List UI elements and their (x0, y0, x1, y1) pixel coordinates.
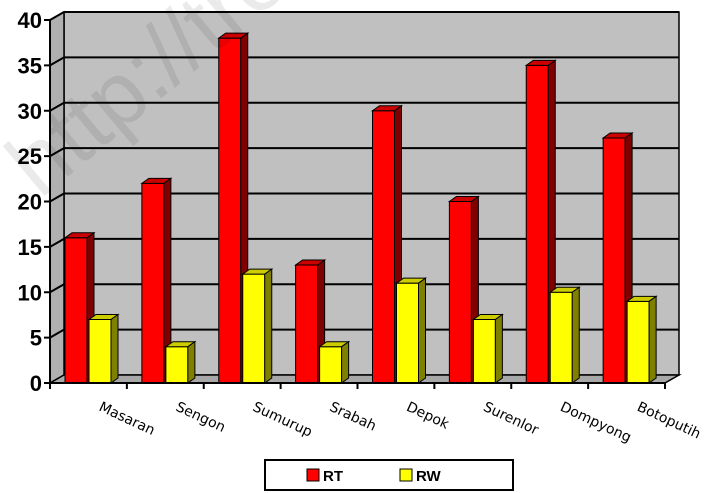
bar-rw-depok (394, 277, 428, 384)
legend-item-rt: RT (306, 468, 343, 485)
y-tick-label: 25 (18, 144, 42, 169)
legend-item-rw: RW (399, 468, 442, 485)
bars-group (63, 32, 658, 384)
x-tick-label: Srabah (327, 399, 379, 434)
y-tick-label: 10 (18, 280, 42, 305)
x-tick-label: Sengon (173, 399, 228, 436)
legend-label: RT (323, 468, 343, 485)
y-tick-label: 20 (18, 190, 42, 215)
x-tick-label: Masaran (96, 399, 157, 439)
legend-swatch (399, 468, 413, 482)
bar-rw-dompyong (548, 286, 581, 384)
bar-rw-srabah (318, 340, 351, 384)
gridline (49, 56, 679, 67)
y-tick-label: 30 (18, 99, 42, 124)
x-tick-label: Dompyong (558, 399, 634, 446)
bar-rw-sengon (164, 340, 197, 384)
bar-rw-masaran (87, 313, 120, 384)
bar-rt-sengon (140, 177, 173, 384)
x-tick-labels: Masaran Sengon Sumurup Srabah Depok Surenlor D… (96, 399, 703, 446)
y-tick-label: 15 (18, 235, 42, 260)
legend-swatch (306, 468, 320, 482)
axes (44, 19, 666, 389)
gridline (49, 11, 679, 21)
y-tick-label: 35 (18, 53, 42, 78)
gridline (49, 192, 679, 203)
x-tick-label: Sumurup (250, 399, 315, 441)
gridline (49, 101, 679, 112)
bar-rw-sumurup (241, 268, 274, 384)
y-tick-label: 40 (18, 8, 42, 33)
legend-label: RW (416, 468, 442, 485)
y-tick-labels: 0 5 10 15 20 25 30 35 40 (18, 8, 42, 396)
x-tick-label: Depok (404, 399, 452, 433)
x-tick-label: Botoputih (634, 399, 703, 442)
y-tick-label: 5 (30, 326, 42, 351)
y-tick-label: 0 (30, 371, 42, 396)
gridline (49, 147, 679, 157)
legend: RT RW (264, 459, 514, 491)
legend-box (264, 459, 514, 491)
x-tick-label: Surenlor (481, 399, 541, 438)
bar-rw-botoputih (625, 295, 658, 384)
bar-rw-surenlor (471, 313, 504, 384)
